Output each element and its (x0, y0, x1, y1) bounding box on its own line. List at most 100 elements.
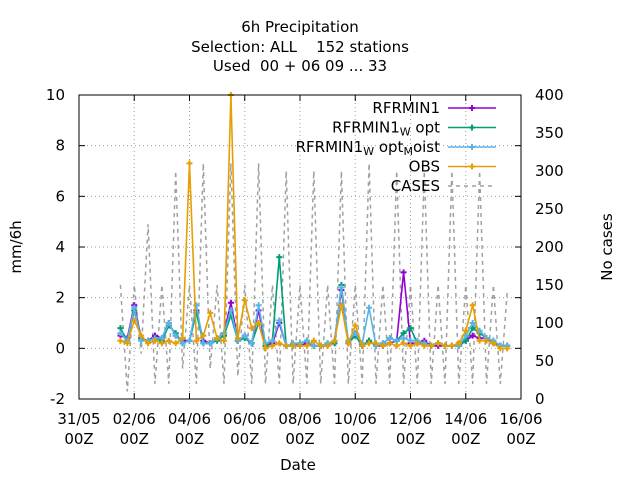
y-tick-label: 0 (55, 339, 65, 357)
series-point (476, 337, 483, 344)
x-tick-label-date: 14/06 (444, 410, 487, 428)
series-point (366, 304, 373, 311)
cases-series (119, 163, 508, 392)
series-point (248, 340, 255, 347)
legend-label-1: RFRMIN1W opt (332, 119, 440, 139)
y-axis-right: 0 50 100 150 200 250 300 350 400 (535, 86, 564, 408)
series-point (448, 342, 455, 349)
series-point (276, 254, 283, 261)
series-point (379, 342, 386, 349)
y2-tick-label: 250 (535, 200, 564, 218)
series-line (120, 94, 508, 350)
series-point (421, 342, 428, 349)
series-point (345, 340, 352, 347)
legend-text: RFRMIN1 (296, 138, 364, 156)
series-point (151, 337, 158, 344)
series-point (386, 340, 393, 347)
x-tick-label-date: 04/06 (168, 410, 211, 428)
y-tick-label: 2 (55, 289, 65, 307)
series-point (331, 337, 338, 344)
series-point (165, 337, 172, 344)
series-point (469, 320, 476, 326)
x-tick-label-hour: 00Z (285, 430, 314, 448)
y-tick-label: -2 (50, 390, 65, 408)
series-point (186, 160, 193, 167)
x-tick-label-hour: 00Z (230, 430, 259, 448)
legend-marker-2 (469, 144, 475, 150)
series-point (172, 332, 179, 339)
series-point (483, 337, 490, 344)
y-tick-label: 4 (55, 238, 65, 256)
series-point (455, 340, 462, 347)
series-point (366, 340, 373, 347)
cases-line (119, 163, 508, 392)
x-tick-label-date: 06/06 (223, 410, 266, 428)
series-point (158, 335, 165, 342)
series-point (290, 342, 297, 349)
y2-tick-label: 350 (535, 124, 564, 142)
series-point (145, 340, 152, 347)
y2-tick-label: 400 (535, 86, 564, 104)
series-point (124, 340, 131, 347)
series-point (352, 322, 359, 329)
legend-subscript: M (403, 145, 413, 158)
series-point (269, 337, 276, 344)
series-point (165, 320, 172, 326)
series-point (241, 297, 248, 304)
legend-text: OBS (409, 158, 440, 176)
series-point (393, 337, 400, 344)
series-point (400, 330, 407, 337)
legend-marker-1 (469, 124, 475, 131)
series-point (283, 342, 290, 349)
series-point (207, 340, 214, 347)
grid-lines (79, 95, 521, 399)
series-point (462, 327, 469, 334)
x-axis: 31/05 00Z 02/06 00Z 04/06 00Z 06/06 00Z 08/06 00Z… (57, 95, 543, 448)
series-point (504, 345, 511, 352)
legend-text: CASES (391, 177, 440, 195)
legend-marker-0 (469, 105, 475, 111)
legend-subscript: W (400, 125, 411, 138)
x-tick-label-hour: 00Z (451, 430, 480, 448)
series-point (428, 342, 435, 349)
series-point (310, 342, 317, 349)
series-point (393, 342, 400, 349)
x-tick-label-hour: 00Z (120, 430, 149, 448)
legend-label-3: OBS (409, 158, 440, 176)
series-point (138, 337, 145, 344)
series-point (400, 269, 407, 276)
title-line-3: Used 00 + 06 09 ... 33 (213, 57, 387, 75)
y-axis-left: -2 0 2 4 6 8 10 (46, 86, 521, 408)
series-3 (117, 92, 511, 352)
series-point (276, 340, 283, 347)
series-point (407, 325, 414, 332)
legend-label-4: CASES (391, 177, 440, 195)
series-point (338, 284, 345, 291)
series-point (469, 332, 476, 339)
series-point (221, 337, 228, 344)
x-tick-label-date: 16/06 (499, 410, 542, 428)
series-point (172, 340, 179, 347)
series-point (414, 340, 421, 347)
y2-tick-label: 0 (535, 390, 545, 408)
series-point (400, 340, 407, 347)
y-tick-label: 10 (46, 86, 65, 104)
legend-text-suffix: opt (411, 119, 440, 137)
series-point (179, 335, 186, 342)
series-point (117, 330, 124, 337)
chart-title: 6h Precipitation Selection: ALL 152 stat… (191, 18, 409, 75)
legend-text-suffix: opt (374, 138, 403, 156)
y2-axis-label: No cases (598, 213, 616, 281)
series-point (193, 337, 200, 344)
series-point (303, 337, 310, 344)
series-point (227, 299, 234, 306)
series-point (386, 335, 393, 342)
series-point (442, 342, 449, 349)
title-line-2: Selection: ALL 152 stations (191, 38, 409, 56)
series-point (255, 302, 262, 309)
series-point (462, 337, 469, 344)
x-tick-label-hour: 00Z (64, 430, 93, 448)
series-point (310, 337, 317, 344)
x-tick-label-date: 12/06 (389, 410, 432, 428)
